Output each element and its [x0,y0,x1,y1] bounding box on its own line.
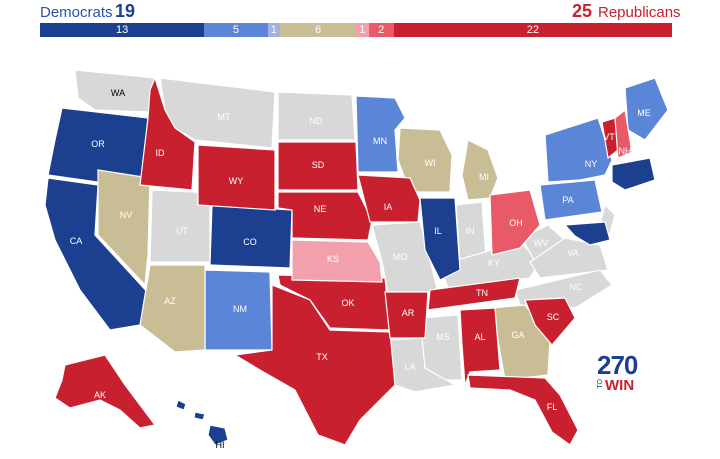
label-AK: AK [94,390,106,400]
state-NY[interactable] [544,117,613,183]
state-IA[interactable] [357,174,421,223]
state-CA[interactable] [44,177,151,331]
label-HI: HI [216,440,225,450]
logo-number: 270 [597,350,638,380]
state-VA[interactable] [529,237,609,279]
state-OH[interactable] [489,189,541,256]
label-KY: KY [488,258,500,268]
label-WV: WV [534,238,549,248]
state-SD[interactable] [277,141,359,191]
label-ND: ND [310,116,323,126]
label-NY: NY [585,159,598,169]
label-LA: LA [404,362,415,372]
label-NE: NE [314,204,327,214]
logo-to: TO [597,379,604,389]
header: Democrats 19 25 Republicans [0,0,720,22]
label-OR: OR [91,139,105,149]
label-FL: FL [547,402,558,412]
bar-segment: 1 [355,23,369,37]
label-TN: TN [476,288,488,298]
state-FL[interactable] [467,374,579,446]
label-NV: NV [120,210,133,220]
label-IA: IA [384,202,393,212]
state-OK[interactable] [277,274,391,331]
label-MT: MT [218,112,231,122]
state-ID[interactable] [139,76,196,191]
label-MI: MI [479,172,489,182]
label-TX: TX [316,352,328,362]
label-ID: ID [156,148,166,158]
label-IN: IN [466,226,475,236]
state-HI[interactable] [175,399,229,446]
label-UT: UT [176,226,188,236]
label-SC: SC [547,312,560,322]
label-OK: OK [341,298,354,308]
label-KS: KS [327,254,339,264]
democrats-count: 19 [115,1,136,21]
label-NH: NH [619,146,632,156]
label-CO: CO [243,237,257,247]
state-AZ[interactable] [139,264,206,353]
state-NE[interactable] [277,191,373,241]
state-KS[interactable] [291,239,383,283]
label-VA: VA [567,248,578,258]
state-TX[interactable] [233,284,396,446]
state-TN[interactable] [427,277,521,311]
label-NC: NC [570,282,583,292]
state-MN[interactable] [355,95,406,173]
bar-segment: 13 [40,23,205,37]
label-WI: WI [425,158,436,168]
state-NH[interactable] [614,108,633,159]
state-OR[interactable] [47,107,149,189]
state-AK[interactable] [54,354,157,429]
label-VT: VT [603,132,615,142]
republicans-count: 25 [572,1,593,21]
bar-segment: 1 [267,23,281,37]
label-AZ: AZ [164,296,176,306]
270towin-logo[interactable]: 270 WIN TO [597,352,655,394]
state-MD[interactable] [563,221,611,246]
label-NM: NM [233,304,247,314]
label-MS: MS [436,332,450,342]
label-AR: AR [402,308,415,318]
bar-segment: 5 [204,23,268,37]
logo-win: WIN [605,377,635,394]
label-MO: MO [393,252,408,262]
label-WY: WY [229,176,244,186]
state-PA[interactable] [539,179,603,221]
state-NC[interactable] [514,269,613,309]
label-IL: IL [434,226,442,236]
bar-segment: 22 [393,23,672,37]
bar-segment: 6 [280,23,356,37]
label-WA: WA [111,88,125,98]
state-WY[interactable] [197,144,276,211]
state-AR[interactable] [384,291,429,339]
state-IL[interactable] [419,197,461,281]
label-CA: CA [70,236,83,246]
state-WI[interactable] [397,127,453,193]
state-AL[interactable] [459,307,501,386]
democrats-label: Democrats [40,4,113,21]
label-GA: GA [511,330,524,340]
bar-segment: 2 [368,23,394,37]
state-UT[interactable] [149,189,211,263]
republicans-label: Republicans [598,4,681,21]
label-PA: PA [562,195,573,205]
state-CT-MA-RI[interactable] [611,157,656,191]
state-SC[interactable] [524,297,576,346]
label-OH: OH [509,218,523,228]
label-ME: ME [637,108,651,118]
state-WA[interactable] [74,69,156,113]
state-ND[interactable] [277,91,356,141]
state-MI[interactable] [461,139,499,201]
label-SD: SD [312,160,325,170]
label-AL: AL [474,332,485,342]
label-MN: MN [373,136,387,146]
seat-balance-bar: 13 5 1 6 1 2 22 [40,23,672,37]
